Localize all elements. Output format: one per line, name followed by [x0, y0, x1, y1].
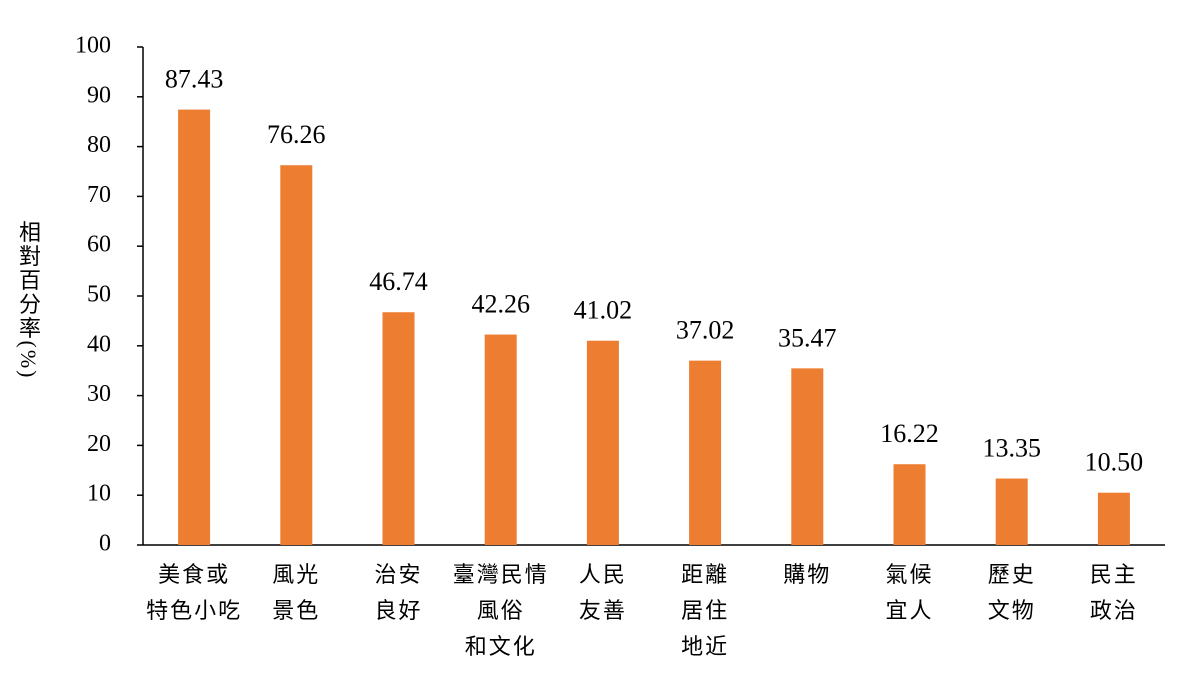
x-tick-label: 景色: [272, 598, 320, 623]
x-tick-label: 特色小吃: [146, 598, 242, 623]
bar: [382, 312, 415, 545]
x-tick-label: 美食或: [158, 562, 230, 587]
y-tick-label: 70: [87, 182, 111, 208]
x-tick-label: 歷史: [988, 562, 1036, 587]
value-label: 41.02: [574, 296, 633, 325]
value-label: 42.26: [471, 290, 530, 319]
bar: [1097, 492, 1130, 545]
y-tick-label: 100: [75, 33, 111, 59]
y-axis-label: 相對百分率(%): [16, 221, 41, 380]
x-tick-label: 和文化: [465, 634, 537, 659]
y-tick-label: 0: [99, 531, 111, 557]
value-label: 10.50: [1085, 448, 1144, 477]
bar: [791, 368, 824, 545]
bar: [586, 340, 619, 545]
x-tick-label: 人民: [579, 562, 627, 587]
y-tick-label: 40: [87, 331, 111, 357]
bar: [689, 360, 722, 545]
bar: [995, 478, 1028, 545]
value-label: 87.43: [165, 65, 224, 94]
x-tick-label: 臺灣民情: [453, 562, 549, 587]
value-label: 35.47: [778, 323, 837, 352]
value-label: 76.26: [267, 120, 326, 149]
x-tick-label: 風光: [272, 562, 320, 587]
value-label: 13.35: [982, 433, 1041, 462]
y-tick-label: 80: [87, 132, 111, 158]
y-tick-label: 60: [87, 232, 111, 258]
bar: [280, 165, 313, 545]
x-tick-label: 距離: [681, 562, 729, 587]
x-tick-label: 良好: [374, 598, 422, 623]
x-tick-label: 民主: [1090, 562, 1138, 587]
value-label: 16.22: [880, 419, 939, 448]
value-label: 46.74: [369, 267, 428, 296]
x-tick-label: 宜人: [885, 598, 933, 623]
x-tick-label: 氣候: [885, 562, 933, 587]
y-tick-label: 90: [87, 82, 111, 108]
x-tick-label: 友善: [579, 598, 627, 623]
x-tick-label: 政治: [1090, 598, 1138, 623]
x-tick-label: 風俗: [477, 598, 525, 623]
bar: [893, 464, 926, 545]
value-label: 37.02: [676, 316, 735, 345]
x-tick-label: 治安: [374, 562, 422, 587]
x-tick-label: 居住: [681, 598, 729, 623]
y-tick-label: 10: [87, 481, 111, 507]
y-tick-label: 20: [87, 431, 111, 457]
bar: [484, 334, 517, 545]
x-tick-label: 地近: [681, 634, 729, 659]
y-tick-label: 30: [87, 381, 111, 407]
x-tick-label: 購物: [783, 562, 831, 587]
x-tick-label: 文物: [988, 598, 1036, 623]
y-tick-label: 50: [87, 282, 111, 308]
bar: [178, 109, 211, 545]
